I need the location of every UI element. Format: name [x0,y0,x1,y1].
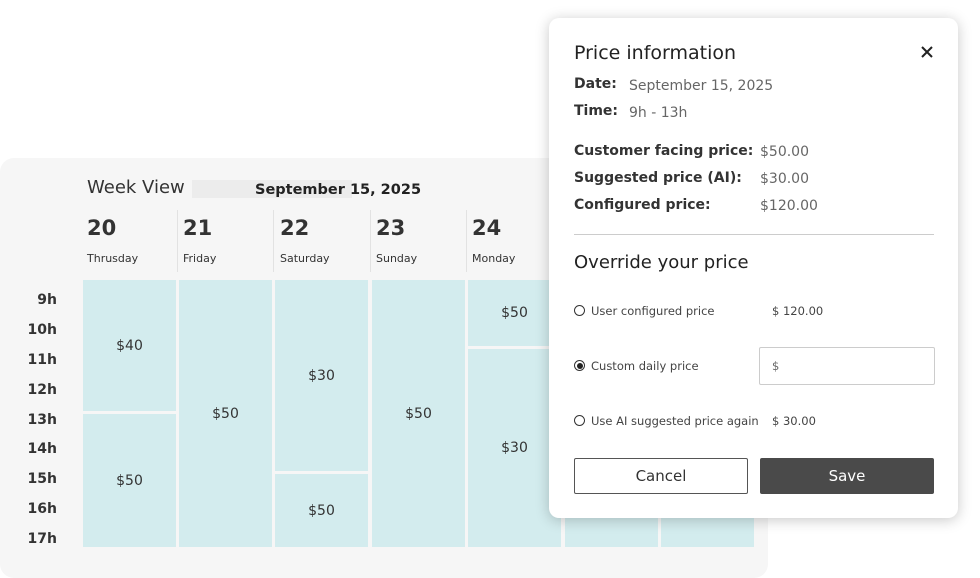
calendar-title: Week View [87,177,185,198]
radio[interactable] [574,415,585,426]
price-value: $120.00 [760,198,818,214]
hour-label: 17h [27,531,57,547]
radio[interactable] [574,305,585,316]
separator [273,210,274,272]
cancel-button[interactable]: Cancel [574,458,748,494]
price-block[interactable]: $30 [275,280,368,471]
close-button[interactable] [920,45,934,59]
hour-label: 9h [37,292,57,308]
hour-label: 12h [27,382,57,398]
price-block[interactable]: $50 [275,474,368,547]
modal-title: Price information [574,42,737,64]
hour-label: 11h [27,352,57,368]
calendar-date: September 15, 2025 [255,182,422,198]
day-number: 22 [280,216,310,240]
price-block[interactable]: $30 [468,349,561,547]
day-number: 23 [376,216,406,240]
option-label: User configured price [591,304,715,318]
hour-label: 16h [27,501,57,517]
price-input[interactable] [759,347,935,385]
price-block[interactable]: $50 [83,414,176,547]
day-name: Saturday [280,252,330,265]
field-value: 9h - 13h [629,105,688,121]
day-number: 21 [183,216,213,240]
day-number: 24 [472,216,502,240]
hour-label: 10h [27,322,57,338]
date-highlight [192,180,352,198]
hour-label: 14h [27,441,57,457]
hour-label: 15h [27,471,57,487]
option-value: $ 30.00 [772,414,816,428]
price-label: Suggested price (AI): [574,170,742,186]
day-name: Thrusday [87,252,139,265]
input-placeholder: $ [772,359,780,373]
field-value: September 15, 2025 [629,78,774,94]
price-label: Customer facing price: [574,143,754,159]
divider [574,234,934,235]
price-block[interactable]: $40 [83,280,176,411]
price-value: $30.00 [760,171,809,187]
price-block[interactable]: $50 [372,280,465,547]
hour-label: 13h [27,412,57,428]
separator [370,210,371,272]
option-label: Custom daily price [591,359,699,373]
save-button[interactable]: Save [760,458,934,494]
separator [466,210,467,272]
price-value: $50.00 [760,144,809,160]
field-label: Date: [574,76,617,92]
day-name: Friday [183,252,217,265]
override-title: Override your price [574,252,749,273]
price-block[interactable]: $50 [179,280,272,547]
radio-selected[interactable] [574,360,585,371]
field-label: Time: [574,103,619,119]
day-name: Sunday [376,252,418,265]
day-name: Monday [472,252,516,265]
price-block[interactable]: $50 [468,280,561,346]
separator [177,210,178,272]
option-label: Use AI suggested price again [591,414,759,428]
day-number: 20 [87,216,117,240]
price-label: Configured price: [574,197,711,213]
option-value: $ 120.00 [772,304,824,318]
price-modal [549,18,958,518]
